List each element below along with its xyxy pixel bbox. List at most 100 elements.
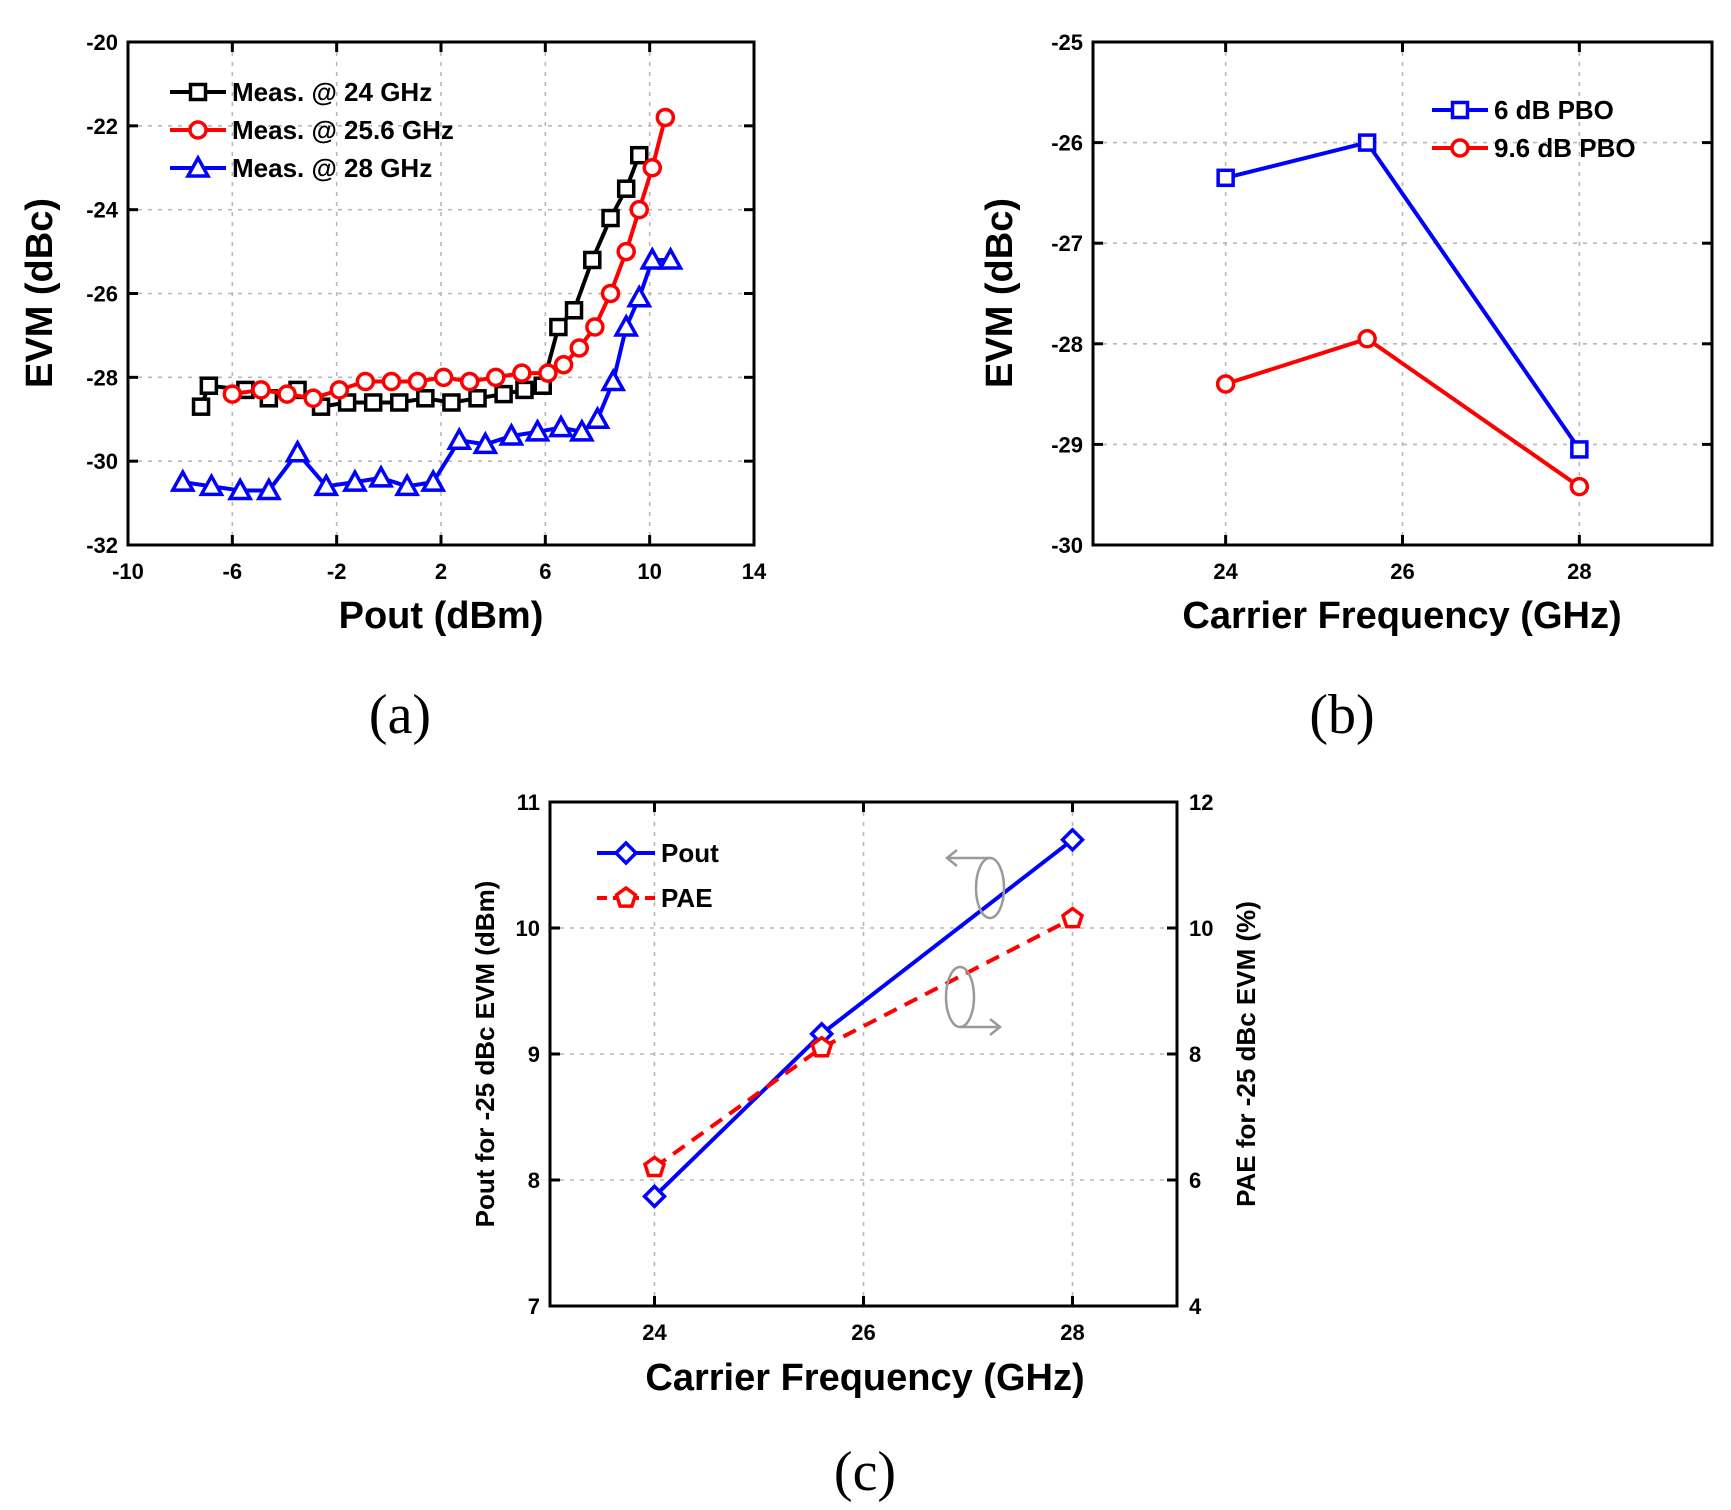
legend-label: 6 dB PBO	[1494, 95, 1614, 125]
legend-marker	[614, 885, 638, 908]
y-tick-label: 9	[528, 1042, 540, 1067]
left-axis-indicator-head	[944, 849, 958, 867]
data-point	[222, 384, 243, 404]
legend-marker	[613, 840, 639, 866]
y2-tick-label: 12	[1189, 790, 1213, 815]
x-tick-label: -6	[223, 559, 243, 584]
data-point	[446, 426, 473, 450]
panel-a: -10 -6 -2 2 6 10 14-20-22-24-26-28-30-32 Meas.…	[19, 30, 767, 746]
data-point	[548, 414, 574, 438]
data-point	[583, 250, 602, 270]
data-point	[468, 389, 487, 408]
y-tick-label: -30	[1051, 533, 1083, 558]
data-point	[169, 468, 196, 492]
panel-a-caption: (a)	[369, 684, 431, 746]
panel-c-ylabel-left: Pout for -25 dBc EVM (dBm)	[470, 881, 500, 1228]
data-point	[1357, 133, 1377, 152]
data-point	[657, 246, 684, 270]
data-point	[1060, 827, 1085, 853]
data-point	[277, 384, 297, 404]
data-point	[198, 472, 225, 497]
x-tick-label: 10	[637, 559, 661, 584]
y2-tick-label: 10	[1189, 916, 1213, 941]
y2-tick-label: 6	[1189, 1168, 1201, 1193]
legend-marker	[1450, 138, 1470, 158]
data-point	[585, 317, 605, 337]
panel-b: 24 26 28 -25 -26 -27 -28 -29 -30 6 dB PBO 9.6 dB …	[979, 30, 1714, 746]
y2-tick-label: 4	[1189, 1294, 1202, 1319]
data-point	[655, 107, 676, 128]
x-tick-label: -2	[327, 559, 347, 584]
data-point	[390, 393, 409, 412]
y-tick-label: -27	[1051, 231, 1083, 256]
data-point	[394, 472, 421, 497]
panel-a-ticks: -10 -6 -2 2 6 10 14-20-22-24-26-28-30-32	[86, 30, 767, 584]
data-point	[642, 158, 663, 178]
x-tick-label: 26	[851, 1320, 875, 1345]
panel-c-ylabel-right: PAE for -25 dBc EVM (%)	[1231, 901, 1261, 1207]
series-line-2	[182, 258, 671, 493]
legend-label: 9.6 dB PBO	[1494, 133, 1636, 163]
data-point	[629, 199, 649, 220]
x-tick-label: 6	[539, 559, 551, 584]
data-point	[191, 397, 211, 416]
data-point	[616, 179, 636, 198]
panel-b-ylabel: EVM (dBc)	[979, 198, 1021, 388]
data-point	[1215, 374, 1236, 394]
legend-label: Meas. @ 28 GHz	[232, 153, 432, 183]
data-point	[1060, 906, 1085, 929]
data-point	[1569, 476, 1590, 497]
legend-label: PAE	[661, 883, 713, 913]
legend-label: Meas. @ 24 GHz	[232, 77, 432, 107]
panel-a-xlabel: Pout (dBm)	[339, 595, 544, 637]
data-point	[549, 317, 568, 337]
data-point	[416, 389, 435, 408]
data-point	[472, 430, 499, 455]
data-point	[626, 284, 653, 308]
y-tick-label: 7	[528, 1294, 540, 1319]
data-point	[284, 439, 311, 463]
data-point	[486, 367, 506, 388]
data-point	[639, 246, 666, 270]
y-tick-label: 10	[516, 916, 540, 941]
x-tick-label: 2	[435, 559, 447, 584]
right-axis-indicator-loop	[944, 965, 976, 1029]
data-point	[524, 418, 551, 442]
data-point	[433, 367, 454, 388]
data-point	[600, 283, 621, 304]
data-point	[601, 208, 620, 228]
data-point	[642, 1155, 667, 1178]
data-point	[459, 371, 480, 392]
legend-label: Pout	[661, 838, 719, 868]
data-point	[616, 241, 636, 262]
data-point	[613, 313, 640, 337]
x-tick-label: 14	[742, 559, 767, 584]
y-tick-label: -32	[86, 533, 118, 558]
data-point	[600, 367, 627, 392]
panel-a-ylabel: EVM (dBc)	[19, 198, 61, 388]
data-point	[569, 338, 589, 358]
x-tick-label: 24	[642, 1320, 667, 1345]
panel-b-grid	[1093, 42, 1712, 545]
data-point	[1357, 329, 1377, 349]
data-point	[420, 468, 447, 492]
legend-label: Meas. @ 25.6 GHz	[232, 115, 454, 145]
panel-c-ticks: 24 26 28 7 8 9 10 11 4 6 8 10 12	[516, 790, 1214, 1345]
data-point	[564, 301, 584, 320]
data-point	[341, 468, 368, 492]
y-tick-label: -24	[86, 198, 119, 223]
panel-a-legend: Meas. @ 24 GHz Meas. @ 25.6 GHz Meas. @ 28…	[170, 77, 454, 183]
y-tick-label: -22	[86, 114, 118, 139]
data-point	[568, 418, 595, 442]
panel-b-legend: 6 dB PBO 9.6 dB PBO	[1432, 95, 1636, 163]
legend-marker	[188, 120, 208, 140]
legend-marker	[188, 82, 208, 102]
data-point	[313, 472, 340, 497]
data-point	[1570, 440, 1589, 459]
data-point	[629, 145, 649, 165]
data-point	[199, 376, 219, 395]
y-tick-label: -26	[1051, 131, 1083, 156]
data-point	[407, 371, 428, 392]
panel-c-grid	[550, 802, 1177, 1306]
